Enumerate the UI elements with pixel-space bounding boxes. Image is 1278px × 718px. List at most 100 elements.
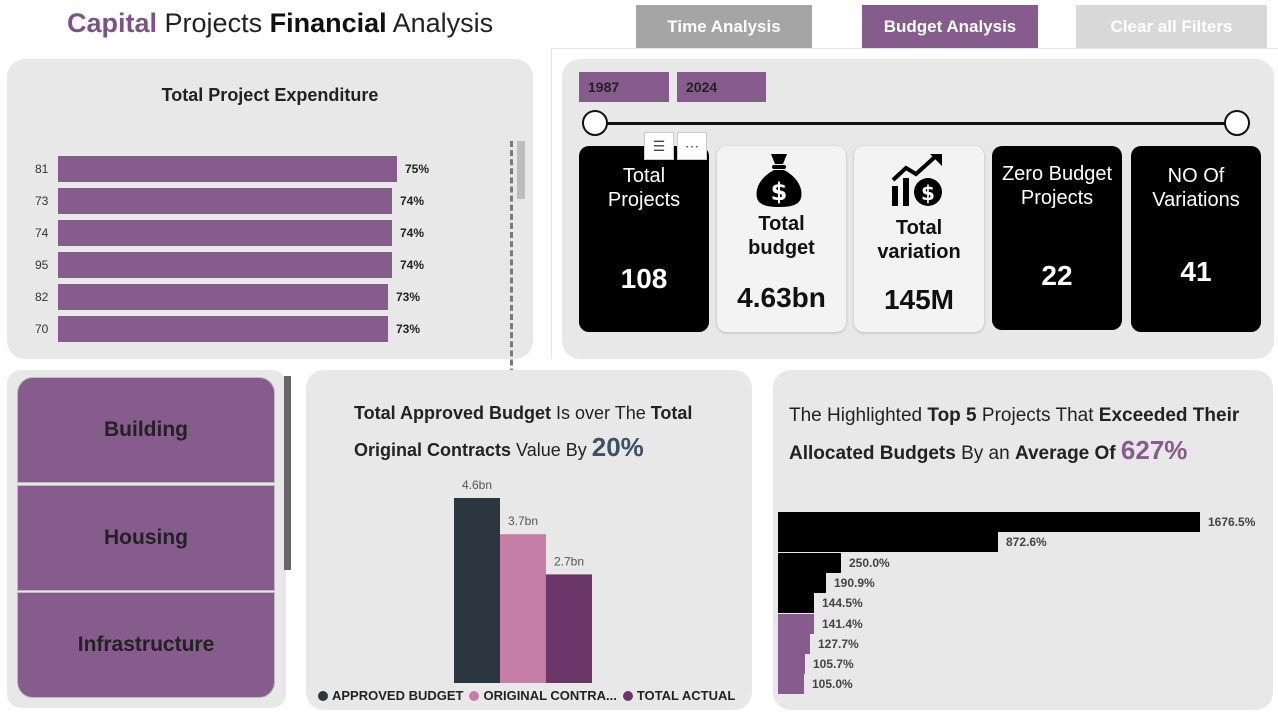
time-analysis-button[interactable]: Time Analysis	[636, 5, 812, 48]
bar-data-label: 4.6bn	[462, 478, 492, 492]
bar-value-label: 75%	[405, 162, 430, 176]
date-slider-track[interactable]	[598, 122, 1236, 125]
title-part: Analysis	[386, 8, 494, 38]
expenditure-panel: Total Project Expenditure 81 75% 73 74% 74 74…	[7, 59, 533, 411]
top5-bar[interactable]	[778, 613, 814, 634]
expenditure-row[interactable]: 70 73%	[7, 316, 527, 342]
divider	[551, 48, 552, 358]
kpi-card-total-budget: $ Total budget 4.63bn	[717, 146, 846, 332]
top5-bar[interactable]	[778, 593, 814, 614]
kpi-value: 145M	[883, 284, 955, 315]
top5-bar[interactable]	[778, 674, 804, 695]
category-item-infrastructure[interactable]: Infrastructure	[17, 592, 275, 698]
bar-value-label: 144.5%	[822, 596, 863, 611]
legend-item[interactable]: TOTAL ACTUAL	[622, 688, 736, 703]
kpi-card-variations: NO Of Variations 41	[1131, 146, 1261, 332]
bar-category-label: 70	[35, 322, 49, 336]
expenditure-title: Total Project Expenditure	[161, 85, 379, 105]
clear-filters-button[interactable]: Clear all Filters	[1076, 5, 1267, 48]
expenditure-bar[interactable]	[58, 220, 392, 246]
top5-summary-text: The Highlighted Top 5 Projects That Exce…	[789, 399, 1259, 471]
bar-value-label: 127.7%	[818, 636, 859, 651]
legend-item[interactable]: APPROVED BUDGET	[318, 688, 463, 703]
date-slider-start-handle[interactable]	[582, 110, 608, 136]
money-bag-icon: $	[756, 154, 802, 207]
kpi-label: Total Projects	[607, 165, 681, 211]
legend-item[interactable]: ORIGINAL CONTRA...	[469, 688, 617, 703]
legend-label: ORIGINAL CONTRA...	[483, 688, 617, 703]
scroll-track[interactable]	[510, 141, 513, 411]
expenditure-row[interactable]: 82 73%	[7, 284, 527, 310]
top5-bar[interactable]	[778, 654, 805, 675]
legend-dot	[469, 690, 480, 701]
top5-percent: 627%	[1120, 435, 1188, 465]
summary-part: Projects That	[976, 405, 1099, 426]
budget-analysis-button[interactable]: Budget Analysis	[862, 5, 1038, 48]
summary-part: Exceeded Their Allocated Budgets	[789, 405, 1240, 464]
top5-bar[interactable]	[778, 552, 841, 573]
summary-part: Is over The	[551, 403, 651, 423]
kpi-value: 4.63bn	[737, 282, 826, 313]
scroll-thumb[interactable]	[517, 141, 525, 199]
expenditure-bar[interactable]	[58, 156, 397, 182]
expenditure-row[interactable]: 81 75%	[7, 156, 527, 182]
kpi-label: Total variation	[877, 217, 961, 263]
summary-part: Total Original Contracts	[354, 403, 693, 460]
slicer-scrollbar[interactable]	[284, 376, 291, 570]
budget-bar-chart: 4.6bn 3.7bn 2.7bn	[454, 478, 592, 683]
bar-value-label: 141.4%	[822, 616, 863, 631]
start-date-input[interactable]: 1987	[579, 72, 669, 102]
kpi-panel: 1987 2024 Total Projects 108 ☰ ⋯ $ Total b…	[562, 59, 1274, 359]
top5-bar[interactable]	[778, 512, 1200, 532]
bar-value-label: 190.9%	[834, 575, 875, 590]
bar-value-label: 74%	[400, 258, 425, 272]
summary-part: By an	[955, 443, 1015, 464]
kpi-value: 108	[620, 263, 668, 294]
bar-data-label: 2.7bn	[554, 554, 584, 568]
category-item-housing[interactable]: Housing	[17, 485, 275, 591]
bar-category-label: 74	[35, 226, 49, 240]
filter-icon[interactable]: ☰	[644, 132, 674, 160]
bar-category-label: 82	[35, 290, 49, 304]
budget-percent: 20%	[591, 432, 644, 462]
date-slider-end-handle[interactable]	[1224, 110, 1250, 136]
category-item-building[interactable]: Building	[17, 377, 275, 483]
chart-legend: APPROVED BUDGET ORIGINAL CONTRA... TOTAL A…	[318, 688, 741, 703]
bar-value-label: 872.6%	[1006, 535, 1047, 550]
bar-data-label: 3.7bn	[508, 514, 538, 528]
kpi-label: Zero Budget Projects	[1001, 163, 1113, 209]
bar-value-label: 1676.5%	[1208, 515, 1256, 529]
expenditure-row[interactable]: 95 74%	[7, 252, 527, 278]
legend-dot	[318, 690, 328, 701]
expenditure-bar[interactable]	[58, 284, 388, 310]
summary-part: The Highlighted	[789, 405, 928, 426]
bar-value-label: 105.7%	[813, 657, 854, 672]
bar-value-label: 73%	[396, 322, 421, 336]
top5-bar[interactable]	[778, 633, 810, 654]
expenditure-row[interactable]: 73 74%	[7, 188, 527, 214]
top5-bar[interactable]	[778, 532, 998, 553]
visual-header-toolbar: ☰ ⋯	[644, 132, 710, 160]
top5-bar[interactable]	[778, 572, 826, 593]
more-options-icon[interactable]: ⋯	[677, 132, 707, 160]
legend-label: TOTAL ACTUAL	[636, 688, 736, 703]
expenditure-bar[interactable]	[58, 252, 392, 278]
budget-bar[interactable]	[500, 534, 546, 683]
summary-part: Value By	[511, 440, 592, 460]
expenditure-row[interactable]: 74 74%	[7, 220, 527, 246]
kpi-label: NO Of Variations	[1152, 165, 1240, 211]
kpi-card-total-variation: $ Total variation 145M	[854, 146, 984, 332]
summary-part: Top 5	[927, 405, 977, 426]
budget-bar[interactable]	[546, 574, 592, 683]
title-part: Financial	[269, 8, 387, 38]
title-part: Projects	[157, 8, 270, 38]
bar-value-label: 250.0%	[849, 555, 890, 570]
expenditure-bar[interactable]	[58, 316, 388, 342]
page-title: Capital Projects Financial Analysis	[67, 8, 493, 39]
budget-comparison-panel: Total Approved Budget Is over The Total …	[306, 370, 752, 710]
budget-bar[interactable]	[454, 498, 500, 683]
expenditure-bar[interactable]	[58, 188, 392, 214]
summary-part: Total Approved Budget	[354, 403, 551, 423]
end-date-input[interactable]: 2024	[677, 72, 766, 102]
svg-text:$: $	[771, 178, 788, 206]
